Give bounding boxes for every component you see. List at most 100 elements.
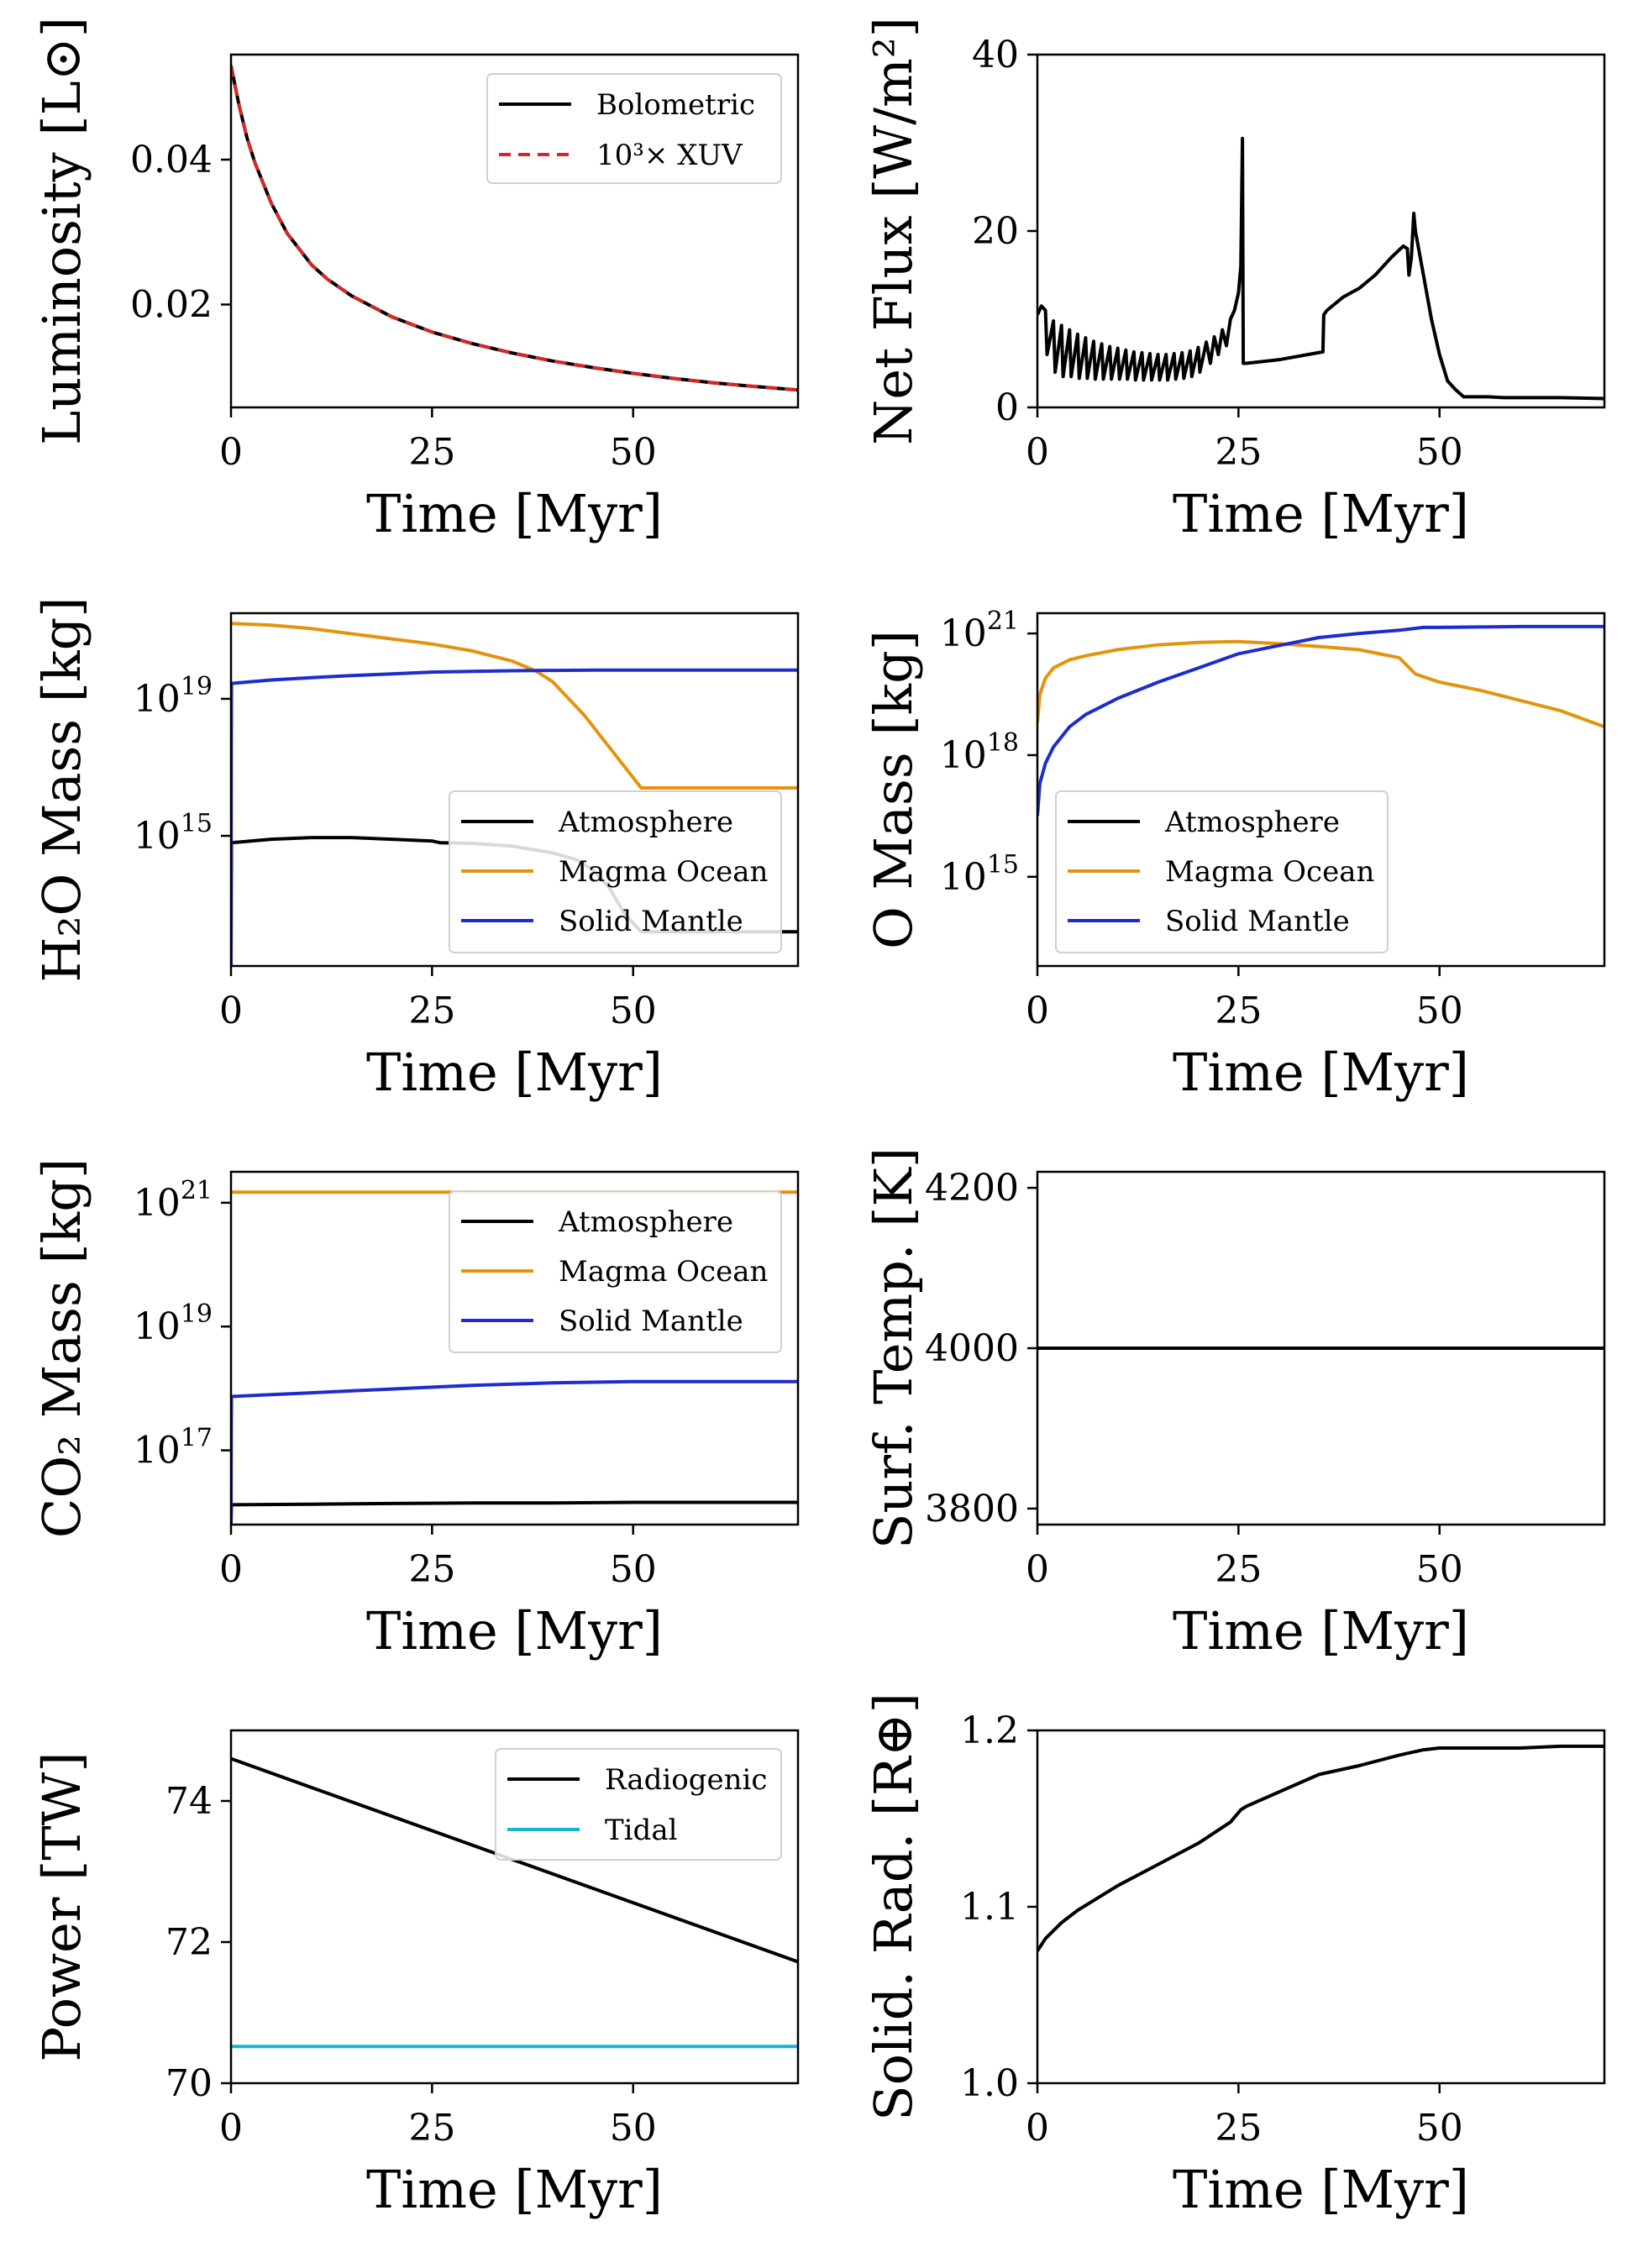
y-tick-label-surftemp-0: 3800 [925,1488,1019,1530]
axes-frame-netflux [1036,53,1606,409]
x-tick-label-power-1: 25 [408,2107,455,2150]
y-tick-label-solidrad-1: 1.1 [960,1886,1019,1929]
x-tick-label-omass-0: 0 [1026,990,1049,1032]
y-tick-label-surftemp-1: 4000 [925,1327,1019,1370]
y-axis-label-co2: CO₂ Mass [kg] [31,1158,92,1538]
legend-power: Radiogenic Tidal [495,1748,782,1861]
legend-box-co2 [449,1190,782,1353]
axes-frame-luminosity [229,53,800,409]
series-line-h2o-1 [231,622,798,790]
series-line-h2o-2 [231,668,798,966]
y-axis-label-solidrad: Solid. Rad. [R⊕] [863,1693,924,2121]
y-axis-label-omass: O Mass [kg] [863,630,924,949]
y-tick-label-omass-0: 1015 [940,850,1019,899]
x-tick-label-surftemp-0: 0 [1026,1548,1049,1591]
y-tick-label-co2-2: 1021 [134,1176,213,1225]
legend-entry-omass-1: Magma Ocean [1165,855,1374,889]
x-tick-label-luminosity-2: 50 [610,431,657,474]
x-tick-label-power-2: 50 [610,2107,657,2150]
series-line-co2-0 [231,1500,798,1525]
x-tick-label-co2-1: 25 [408,1548,455,1591]
y-tick-label-netflux-0: 0 [995,386,1019,429]
y-axis-label-luminosity: Luminosity [L⊙] [31,17,92,445]
legend-entry-luminosity-0: Bolometric [596,88,755,122]
panel-surftemp: 0 25 50 3800 4000 4200 Time [Myr] Surf. Temp. [… [863,1147,1606,1662]
axes-frame-h2o [229,612,800,968]
axes-frame-solidrad [1036,1729,1606,2085]
x-axis-label-omass: Time [Myr] [1173,1042,1469,1103]
legend-entry-omass-2: Solid Mantle [1165,905,1350,938]
x-tick-label-h2o-1: 25 [408,990,455,1032]
legend-luminosity: Bolometric 10³× XUV [486,73,782,184]
x-tick-label-netflux-0: 0 [1026,431,1049,474]
panel-luminosity: 0 25 50 0.02 0.04 Time [Myr] Luminosity [L⊙] Bo… [31,17,800,544]
y-tick-label-netflux-1: 20 [972,210,1019,253]
x-tick-label-h2o-0: 0 [219,990,243,1032]
x-tick-label-omass-2: 50 [1416,990,1463,1032]
y-tick-label-surftemp-2: 4200 [925,1167,1019,1210]
y-tick-label-luminosity-0: 0.02 [130,284,213,327]
x-axis-label-co2: Time [Myr] [366,1600,663,1662]
y-tick-label-co2-0: 1017 [134,1424,213,1473]
legend-entry-luminosity-1: 10³× XUV [596,139,743,172]
legend-entry-co2-1: Magma Ocean [559,1255,768,1289]
y-tick-label-solidrad-0: 1.0 [960,2062,1019,2105]
y-tick-label-power-2: 74 [165,1780,213,1823]
x-axis-label-netflux: Time [Myr] [1173,483,1469,544]
y-tick-label-luminosity-1: 0.04 [130,139,213,181]
x-tick-label-netflux-1: 25 [1215,431,1262,474]
x-tick-label-power-0: 0 [219,2107,243,2150]
legend-omass: Atmosphere Magma Ocean Solid Mantle [1055,790,1389,953]
legend-entry-co2-0: Atmosphere [558,1205,733,1239]
x-axis-label-h2o: Time [Myr] [366,1042,663,1103]
x-axis-label-solidrad: Time [Myr] [1173,2159,1469,2220]
y-tick-label-power-0: 70 [165,2062,213,2105]
x-axis-label-luminosity: Time [Myr] [366,483,663,544]
x-tick-label-solidrad-1: 25 [1215,2107,1262,2150]
y-tick-label-power-1: 72 [165,1921,213,1964]
legend-entry-h2o-1: Magma Ocean [559,855,768,889]
y-tick-label-netflux-2: 40 [972,34,1019,76]
y-tick-label-solidrad-2: 1.2 [960,1709,1019,1752]
y-tick-label-h2o-1: 1019 [134,672,213,721]
y-tick-label-h2o-0: 1015 [134,809,213,858]
axes-frame-power [229,1729,800,2085]
axes-frame-omass [1036,612,1606,968]
y-tick-label-co2-1: 1019 [134,1299,213,1348]
legend-h2o: Atmosphere Magma Ocean Solid Mantle [449,790,782,953]
legend-entry-co2-2: Solid Mantle [559,1305,743,1338]
x-tick-label-luminosity-0: 0 [219,431,243,474]
x-tick-label-co2-0: 0 [219,1548,243,1591]
legend-entry-omass-0: Atmosphere [1164,806,1340,839]
x-tick-label-h2o-2: 50 [610,990,657,1032]
x-tick-label-solidrad-2: 50 [1416,2107,1463,2150]
x-tick-label-surftemp-1: 25 [1215,1548,1262,1591]
legend-box-h2o [449,790,782,953]
axes-frame-co2 [229,1170,800,1526]
x-tick-label-netflux-2: 50 [1416,431,1463,474]
x-axis-label-surftemp: Time [Myr] [1173,1600,1469,1662]
panel-power: 0 25 50 70 72 74 Time [Myr] Power [TW] Radiogeni… [31,1729,800,2220]
y-tick-label-omass-2: 1021 [940,606,1019,655]
series-line-omass-1 [1037,639,1604,729]
series-line-co2-2 [231,1379,798,1525]
x-tick-label-omass-1: 25 [1215,990,1262,1032]
panel-solidrad: 0 25 50 1.0 1.1 1.2 Time [Myr] Solid. Rad. [R⊕] [863,1693,1606,2220]
x-tick-label-surftemp-2: 50 [1416,1548,1463,1591]
panel-co2: 0 25 50 1017 1019 1021 Time [Myr] CO₂ Mass [kg]… [31,1158,800,1662]
legend-entry-power-1: Tidal [605,1814,677,1847]
y-axis-label-power: Power [TW] [31,1751,92,2061]
x-tick-label-solidrad-0: 0 [1026,2107,1049,2150]
series-line-netflux-0 [1037,136,1604,401]
x-tick-label-co2-2: 50 [610,1548,657,1591]
legend-entry-h2o-2: Solid Mantle [559,905,743,938]
x-axis-label-power: Time [Myr] [366,2159,663,2220]
series-line-solidrad-0 [1037,1744,1604,1952]
y-axis-label-netflux: Net Flux [W/m²] [863,17,924,445]
y-tick-label-omass-1: 1018 [940,728,1019,777]
panel-netflux: 0 25 50 0 20 40 Time [Myr] Net Flux [W/m²] [863,17,1606,544]
series-line-luminosity-1 [231,65,798,392]
panel-h2o: 0 25 50 1015 1019 Time [Myr] H₂O Mass [kg] Atmo… [31,597,800,1103]
y-axis-label-surftemp: Surf. Temp. [K] [863,1147,924,1549]
